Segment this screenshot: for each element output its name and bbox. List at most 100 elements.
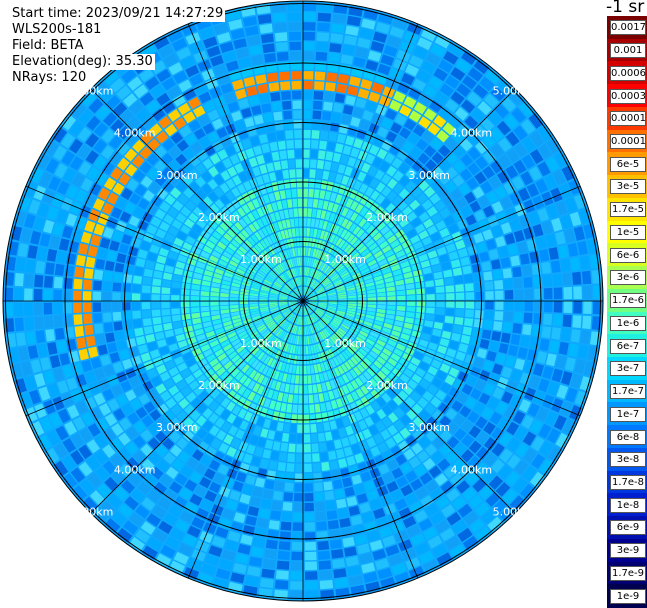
backscatter-cell: [200, 306, 210, 312]
backscatter-cell: [353, 180, 362, 191]
backscatter-cell: [489, 341, 500, 352]
backscatter-cell: [298, 385, 303, 394]
backscatter-cell: [24, 181, 37, 197]
backscatter-cell: [510, 369, 522, 382]
backscatter-cell: [413, 324, 423, 332]
backscatter-cell: [336, 227, 344, 237]
backscatter-cell: [261, 103, 272, 113]
backscatter-cell: [202, 123, 215, 135]
backscatter-cell: [85, 335, 96, 347]
backscatter-cell: [473, 319, 483, 328]
backscatter-cell: [404, 154, 416, 167]
backscatter-cell: [269, 234, 277, 244]
backscatter-cell: [376, 236, 386, 246]
backscatter-cell: [367, 293, 376, 298]
backscatter-cell: [112, 292, 121, 301]
backscatter-cell: [263, 418, 271, 429]
backscatter-cell: [93, 280, 102, 291]
backscatter-cell: [431, 213, 443, 224]
backscatter-cell: [255, 175, 264, 186]
backscatter-cell: [124, 163, 138, 177]
backscatter-cell: [121, 479, 135, 494]
backscatter-cell: [180, 301, 190, 308]
backscatter-cell: [450, 91, 465, 105]
backscatter-cell: [198, 391, 209, 402]
backscatter-cell: [33, 216, 45, 231]
backscatter-cell: [296, 434, 303, 443]
backscatter-cell: [304, 287, 308, 296]
backscatter-cell: [192, 318, 202, 325]
backscatter-cell: [280, 362, 287, 372]
backscatter-cell: [283, 492, 293, 502]
backscatter-cell: [490, 459, 505, 474]
backscatter-cell: [104, 413, 118, 427]
backscatter-cell: [319, 190, 326, 200]
backscatter-cell: [84, 371, 97, 384]
backscatter-cell: [250, 290, 259, 294]
backscatter-cell: [521, 137, 536, 152]
backscatter-cell: [455, 239, 466, 250]
backscatter-cell: [269, 292, 279, 296]
backscatter-cell: [321, 121, 330, 131]
backscatter-cell: [230, 311, 240, 317]
backscatter-cell: [163, 410, 175, 423]
backscatter-cell: [501, 96, 517, 112]
backscatter-cell: [184, 218, 195, 229]
backscatter-cell: [267, 430, 276, 440]
backscatter-cell: [297, 346, 301, 355]
backscatter-cell: [316, 521, 327, 531]
backscatter-cell: [338, 327, 347, 335]
backscatter-cell: [262, 449, 272, 459]
backscatter-cell: [230, 28, 245, 40]
backscatter-cell: [66, 252, 77, 265]
backscatter-cell: [61, 392, 74, 407]
backscatter-cell: [324, 211, 331, 221]
backscatter-cell: [318, 301, 328, 304]
backscatter-cell: [188, 230, 199, 240]
backscatter-cell: [189, 73, 204, 87]
backscatter-cell: [148, 423, 161, 436]
backscatter-cell: [272, 411, 280, 421]
backscatter-cell: [382, 348, 392, 357]
backscatter-cell: [333, 261, 341, 269]
backscatter-cell: [335, 237, 343, 247]
backscatter-cell: [318, 393, 325, 403]
backscatter-cell: [25, 407, 38, 423]
backscatter-cell: [385, 437, 397, 449]
backscatter-cell: [131, 302, 141, 310]
backscatter-cell: [300, 346, 303, 355]
backscatter-cell: [432, 543, 448, 558]
backscatter-cell: [432, 423, 445, 435]
backscatter-cell: [253, 145, 263, 156]
backscatter-cell: [152, 396, 164, 408]
backscatter-cell: [346, 233, 355, 243]
backscatter-cell: [514, 460, 529, 475]
backscatter-cell: [238, 57, 252, 68]
backscatter-cell: [392, 325, 402, 332]
backscatter-cell: [418, 518, 433, 532]
backscatter-cell: [504, 406, 517, 420]
backscatter-cell: [163, 53, 179, 67]
backscatter-cell: [490, 86, 506, 102]
backscatter-cell: [219, 222, 229, 232]
backscatter-cell: [201, 379, 212, 390]
backscatter-cell: [231, 199, 241, 209]
backscatter-cell: [417, 397, 429, 409]
backscatter-cell: [363, 321, 373, 327]
backscatter-cell: [201, 311, 210, 317]
backscatter-cell: [126, 178, 139, 191]
backscatter-cell: [446, 422, 459, 435]
backscatter-cell: [303, 286, 305, 295]
backscatter-cell: [34, 316, 44, 330]
backscatter-cell: [143, 268, 154, 278]
backscatter-cell: [376, 288, 386, 293]
backscatter-cell: [335, 355, 343, 365]
backscatter-cell: [304, 326, 307, 335]
backscatter-cell: [301, 307, 303, 316]
backscatter-cell: [349, 369, 358, 379]
backscatter-cell: [359, 119, 370, 131]
backscatter-cell: [403, 368, 414, 378]
backscatter-cell: [278, 452, 287, 462]
backscatter-cell: [106, 250, 117, 261]
backscatter-cell: [161, 77, 176, 91]
